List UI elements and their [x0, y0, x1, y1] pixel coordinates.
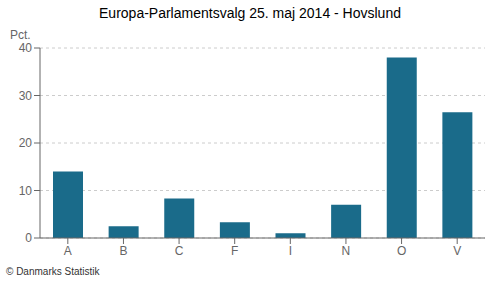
- svg-text:A: A: [64, 244, 72, 258]
- svg-text:20: 20: [19, 136, 33, 150]
- svg-text:30: 30: [19, 89, 33, 103]
- svg-text:N: N: [342, 244, 351, 258]
- svg-text:F: F: [231, 244, 238, 258]
- html-text:© Danmarks Statistik: © Danmarks Statistik: [6, 266, 100, 277]
- html-text:Pct.: Pct.: [10, 28, 31, 42]
- svg-text:10: 10: [19, 184, 33, 198]
- svg-text:B: B: [119, 244, 127, 258]
- svg-text:C: C: [175, 244, 184, 258]
- svg-text:O: O: [397, 244, 406, 258]
- svg-text:I: I: [289, 244, 292, 258]
- svg-text:V: V: [453, 244, 461, 258]
- svg-text:0: 0: [25, 231, 32, 245]
- html-text:Europa-Parlamentsvalg 25. maj: Europa-Parlamentsvalg 25. maj 2014 - Hov…: [99, 5, 401, 21]
- svg-text:40: 40: [19, 41, 33, 55]
